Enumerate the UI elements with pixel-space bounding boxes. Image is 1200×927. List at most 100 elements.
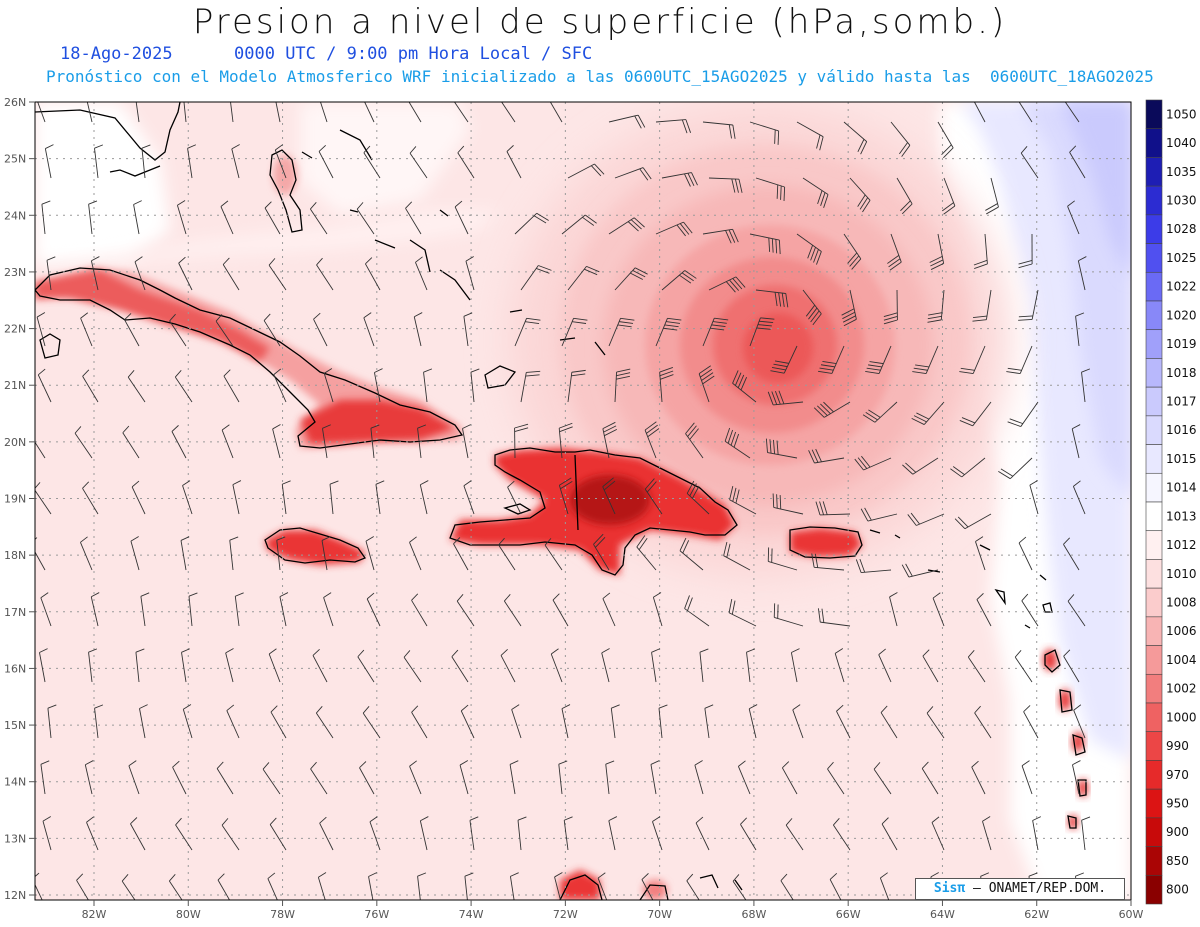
wind-barb: [889, 592, 898, 627]
wind-barb: [182, 704, 193, 739]
wind-barb: [602, 477, 616, 515]
wind-barb: [972, 289, 992, 322]
wind-barb: [363, 312, 375, 347]
wind-barb: [614, 167, 652, 181]
wind-barb: [133, 200, 142, 235]
wind-barb: [975, 536, 986, 571]
wind-barb: [901, 563, 939, 578]
colorbar-label: 1014: [1166, 481, 1197, 495]
wind-barb: [641, 873, 654, 900]
wind-barb: [453, 537, 469, 571]
credit-text: ONAMET/REP.DOM.: [988, 881, 1107, 896]
wind-barb: [1064, 102, 1080, 123]
wind-barb: [602, 421, 618, 459]
wind-barb: [608, 114, 646, 129]
forecast-date: 18-Ago-2025: [60, 44, 173, 64]
colorbar-label: 1019: [1166, 337, 1197, 351]
wind-barb: [929, 233, 945, 270]
lon-label: 68W: [741, 908, 766, 921]
colorbar-label: 850: [1166, 854, 1189, 868]
colorbar-swatch: [1145, 616, 1163, 646]
wind-barb: [178, 256, 193, 291]
wind-barb: [35, 537, 46, 571]
wind-barb: [652, 816, 663, 851]
lon-label: 82W: [82, 908, 107, 921]
wind-barb: [174, 370, 193, 403]
wind-barb: [122, 425, 140, 459]
wind-barb: [121, 874, 136, 900]
wind-barb: [470, 368, 480, 403]
wind-barb: [1032, 816, 1041, 851]
wind-barb: [658, 704, 668, 739]
wind-barb: [264, 201, 281, 235]
wind-barb: [451, 649, 469, 683]
wind-barb: [749, 317, 775, 347]
wind-barb: [1006, 345, 1033, 375]
wind-barb: [82, 481, 99, 515]
wind-barb: [907, 512, 945, 526]
lon-label: 78W: [270, 908, 295, 921]
chart-title: Presion a nivel de superficie (hPa,somb.…: [192, 2, 1008, 42]
wind-barb: [41, 200, 51, 235]
wind-barb: [84, 760, 94, 795]
lat-label: 26N: [4, 96, 26, 109]
wind-barb: [363, 145, 381, 179]
wind-barb: [1073, 704, 1086, 739]
wind-barb: [375, 480, 385, 515]
wind-barb: [229, 536, 239, 571]
wind-barb: [749, 121, 780, 145]
wind-barb: [281, 480, 291, 515]
wind-barb: [973, 233, 988, 270]
colorbar-swatch: [1145, 559, 1163, 589]
wind-barb: [1023, 705, 1039, 739]
wind-barb: [131, 480, 146, 515]
wind-barb: [517, 816, 527, 851]
wind-barb: [767, 547, 798, 571]
wind-barb: [1063, 537, 1080, 571]
wind-barb: [563, 816, 573, 851]
wind-barb: [216, 761, 234, 795]
colorbar: 1050 1040 1035 1030 1028 1025 1022 1020 1019 1018…: [1145, 99, 1197, 905]
wind-barb: [593, 533, 610, 571]
wind-barb: [1069, 145, 1086, 179]
wind-barb: [272, 424, 281, 459]
wind-barb: [602, 592, 616, 627]
graticule: [35, 102, 1131, 900]
wind-barb: [815, 501, 851, 516]
wind-barb: [134, 256, 146, 291]
wind-barb: [94, 144, 104, 179]
wind-barb: [88, 648, 98, 683]
wind-barb: [1014, 650, 1033, 683]
wind-barb: [686, 480, 710, 515]
wind-barb: [937, 121, 954, 159]
wind-barb: [275, 102, 281, 123]
coastlines: [35, 102, 1087, 900]
wind-barb: [498, 537, 516, 571]
wind-barb: [661, 172, 698, 187]
wind-barb: [417, 424, 427, 459]
wind-barb: [90, 592, 100, 627]
credit-box: Sisπ – ONAMET/REP.DOM.: [915, 878, 1125, 900]
colorbar-swatch: [1145, 358, 1163, 388]
colorbar-label: 1028: [1166, 222, 1197, 236]
wind-barb: [514, 317, 541, 347]
colorbar-swatch: [1145, 788, 1163, 819]
wind-barb: [313, 312, 328, 347]
wind-barb: [932, 592, 945, 627]
wind-barb: [187, 144, 197, 179]
wind-barb: [659, 366, 674, 403]
wind-barb: [704, 704, 714, 739]
lat-label: 20N: [4, 436, 26, 449]
wind-barb: [723, 541, 751, 571]
lon-label: 76W: [364, 908, 389, 921]
wind-barb: [46, 256, 56, 291]
wind-barb: [369, 816, 381, 851]
wind-barb: [650, 760, 660, 795]
wind-barb: [950, 457, 986, 478]
wind-barb: [403, 650, 422, 683]
wind-barb: [1072, 760, 1081, 795]
colorbar-swatch: [1145, 271, 1163, 302]
colorbar-swatch: [1145, 817, 1163, 847]
wind-barb: [695, 816, 710, 851]
wind-barb: [319, 816, 334, 851]
